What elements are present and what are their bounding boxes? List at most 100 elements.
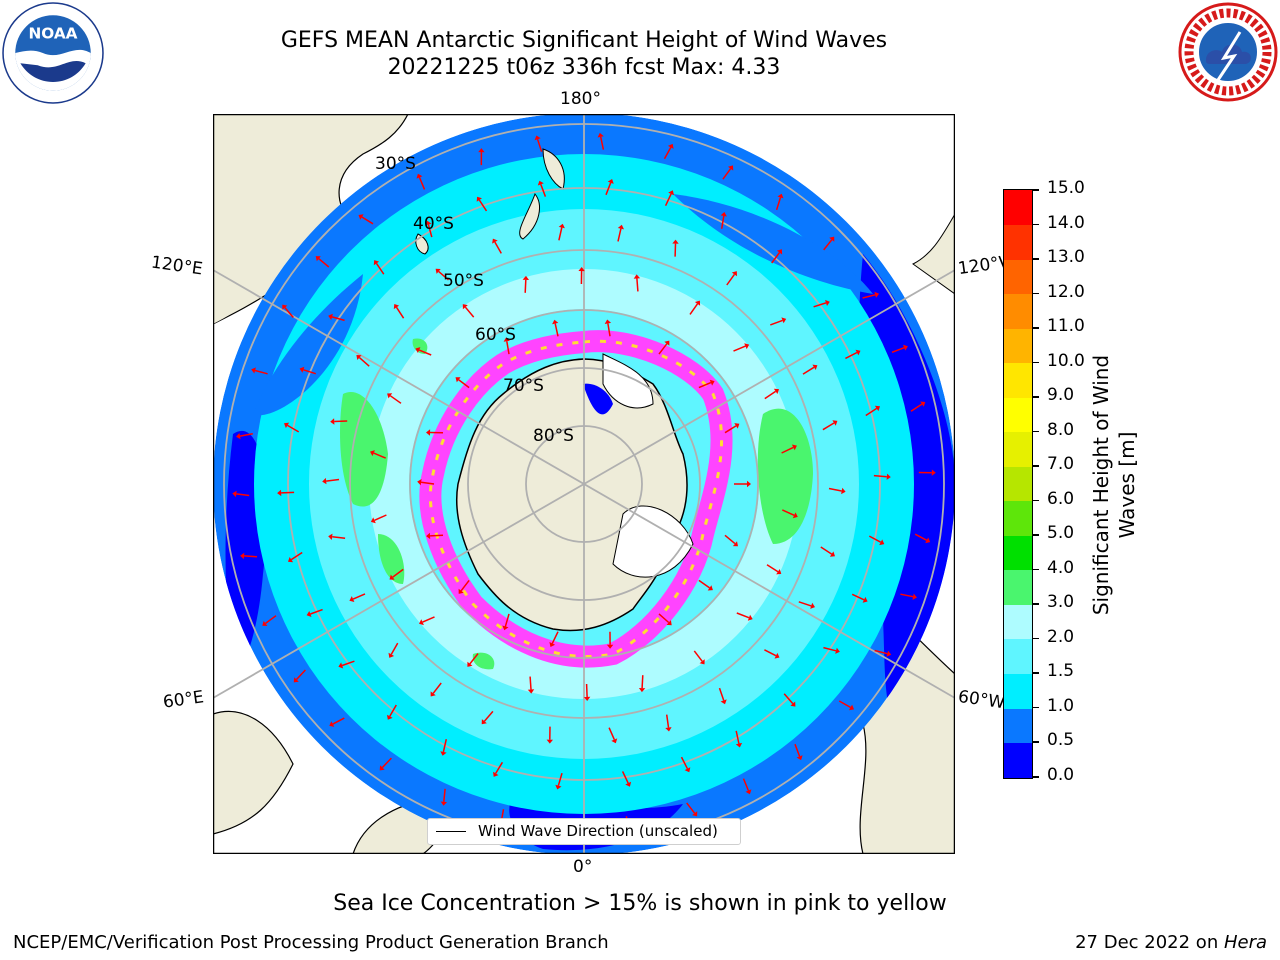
- colorbar-swatch: [1004, 569, 1032, 605]
- wind-arrow-shaft: [287, 424, 300, 433]
- wind-arrow-head: [920, 401, 926, 407]
- wind-arrow-shaft: [432, 682, 442, 694]
- colorbar-tick-mark: [1033, 776, 1039, 778]
- wind-arrow-head: [425, 220, 432, 226]
- wind-arrow-shaft: [900, 593, 914, 598]
- wind-arrow-shaft: [802, 366, 815, 375]
- lon-label-0: 0°: [573, 857, 593, 877]
- wind-arrow-head: [330, 418, 335, 425]
- lat-label-30: 30°S: [375, 154, 416, 174]
- legend-line-swatch: [436, 831, 466, 832]
- colorbar-tick-label: 1.0: [1047, 695, 1075, 716]
- wind-arrow-head: [879, 539, 885, 546]
- colorbar-tick-label: 15.0: [1047, 178, 1085, 198]
- wind-arrow-head: [848, 704, 854, 711]
- wind-arrow-head: [732, 541, 738, 547]
- wind-arrow-shaft: [361, 216, 374, 225]
- footer-host: Hera: [1223, 932, 1267, 953]
- wind-arrow-head: [467, 661, 473, 667]
- wind-arrow-shaft: [851, 593, 865, 601]
- wind-arrow-head: [284, 422, 290, 429]
- colorbar-swatch: [1004, 535, 1032, 571]
- wind-arrow-shaft: [524, 279, 527, 293]
- wind-arrow-head: [841, 487, 846, 495]
- wind-arrow-head: [440, 801, 447, 806]
- wind-arrow-shaft: [764, 390, 777, 400]
- wind-arrow-shaft: [891, 346, 905, 354]
- wind-arrow-head: [379, 765, 385, 771]
- wind-arrow-head: [558, 223, 565, 229]
- colorbar-label: Significant Height of Wind Waves [m]: [1089, 354, 1139, 616]
- wind-arrow-shaft: [636, 278, 639, 292]
- lat-label-60: 60°S: [475, 325, 516, 345]
- wind-arrow-head: [692, 811, 698, 817]
- wind-arrow-shaft: [724, 425, 737, 434]
- wind-arrow-shaft: [798, 601, 812, 607]
- wind-arrow-head: [458, 588, 464, 594]
- footer-date-text: 27 Dec 2022 on: [1075, 932, 1224, 953]
- graticule: [213, 114, 955, 854]
- wind-arrow-head: [607, 179, 614, 184]
- colorbar-tick-mark: [1033, 327, 1039, 329]
- wind-arrow-shaft: [658, 613, 670, 624]
- wind-arrow-head: [293, 677, 299, 683]
- wind-arrow-head: [315, 256, 321, 262]
- wind-arrow-head: [389, 574, 395, 580]
- wind-arrow-head: [240, 552, 245, 560]
- polar-map: 30°S 40°S 50°S 60°S 70°S 80°S: [213, 114, 955, 854]
- colorbar-tick-mark: [1033, 499, 1039, 502]
- wind-arrow-head: [709, 379, 715, 386]
- wind-arrow-shaft: [332, 536, 346, 540]
- wind-arrow-shaft: [722, 168, 732, 180]
- map-legend: Wind Wave Direction (unscaled): [427, 818, 741, 845]
- lat-label-80: 80°S: [533, 426, 574, 446]
- colorbar: 0.0 0.5 1.0 1.5 2.0 3.0 4.0 5.0 6.0 7.0 8.0 9.0 10.0…: [996, 178, 1136, 785]
- wind-arrow-head: [387, 714, 393, 720]
- wind-arrow-shaft: [621, 771, 629, 784]
- colorbar-tick-label: 12.0: [1047, 281, 1085, 302]
- colorbar-tick-label: 11.0: [1047, 316, 1085, 337]
- colorbar-swatch: [1004, 259, 1032, 295]
- wind-arrow-head: [777, 193, 784, 199]
- wind-arrow-head: [925, 537, 931, 544]
- lon-label-180: 180°: [560, 89, 601, 109]
- wind-arrow-head: [903, 344, 908, 351]
- wind-arrow-head: [810, 602, 815, 609]
- wind-arrow-shaft: [585, 683, 588, 698]
- colorbar-swatch: [1004, 466, 1032, 502]
- colorbar-swatches: [1003, 189, 1033, 779]
- colorbar-swatch: [1004, 604, 1032, 640]
- colorbar-swatch: [1004, 638, 1032, 674]
- colorbar-tick-mark: [1033, 465, 1039, 467]
- wind-arrow-head: [370, 450, 375, 457]
- wind-arrow-shaft: [781, 446, 794, 454]
- wind-arrow-shaft: [389, 395, 402, 404]
- wind-arrow-head: [829, 236, 835, 242]
- wind-arrow-shaft: [736, 612, 750, 619]
- colorbar-tick-label: 13.0: [1047, 247, 1085, 268]
- wind-arrow-shaft: [310, 608, 323, 615]
- wind-arrow-head: [306, 611, 312, 617]
- wind-arrow-shaft: [332, 717, 345, 725]
- wind-arrow-head: [792, 512, 798, 519]
- wind-arrow-head: [373, 260, 380, 266]
- wind-arrow-shaft: [358, 357, 370, 367]
- colorbar-tick-mark: [1033, 361, 1039, 364]
- colorbar-swatch: [1004, 224, 1032, 260]
- wind-arrow-shaft: [418, 349, 432, 356]
- wind-arrow-shaft: [326, 478, 340, 482]
- wind-arrow-shaft: [390, 642, 399, 655]
- colorbar-tick-label: 9.0: [1047, 385, 1075, 406]
- wind-arrow-shaft: [794, 743, 801, 757]
- wind-arrow-head: [638, 688, 646, 693]
- wind-arrow-shaft: [284, 307, 294, 318]
- wind-arrow-shaft: [720, 215, 725, 229]
- wind-arrow-shaft: [389, 704, 397, 717]
- colorbar-swatch: [1004, 362, 1032, 398]
- wind-arrow-head: [796, 755, 803, 761]
- wind-arrow-head: [440, 751, 447, 756]
- lat-label-50: 50°S: [443, 271, 484, 291]
- wind-arrow-head: [328, 313, 333, 320]
- colorbar-tick-mark: [1033, 637, 1039, 640]
- wind-arrow-shaft: [742, 778, 750, 791]
